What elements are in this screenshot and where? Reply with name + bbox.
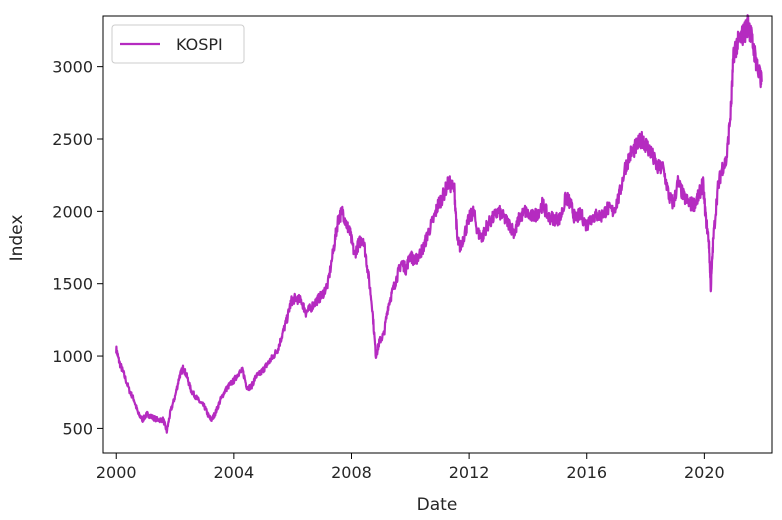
y-tick-label: 500	[62, 419, 93, 438]
y-tick-label: 1500	[52, 275, 93, 294]
x-tick-label: 2016	[566, 463, 607, 482]
x-tick-label: 2012	[449, 463, 490, 482]
x-tick-label: 2004	[213, 463, 254, 482]
x-tick-label: 2008	[331, 463, 372, 482]
y-axis-ticks: 500 1000 1500 2000 2500 3000	[52, 58, 103, 438]
x-axis-ticks: 2000 2004 2008 2012 2016 2020	[96, 453, 725, 482]
x-tick-label: 2020	[684, 463, 725, 482]
legend: KOSPI	[111, 24, 245, 64]
x-tick-label: 2000	[96, 463, 137, 482]
x-axis-title: Date	[417, 495, 458, 515]
plot-area-frame	[102, 15, 773, 454]
y-tick-label: 3000	[52, 58, 93, 77]
legend-label-kospi: KOSPI	[176, 35, 223, 54]
legend-box	[111, 24, 245, 64]
kospi-series-line	[115, 14, 763, 434]
y-tick-label: 1000	[52, 347, 93, 366]
y-axis-title: Index	[7, 215, 27, 262]
y-tick-label: 2000	[52, 202, 93, 221]
y-tick-label: 2500	[52, 130, 93, 149]
